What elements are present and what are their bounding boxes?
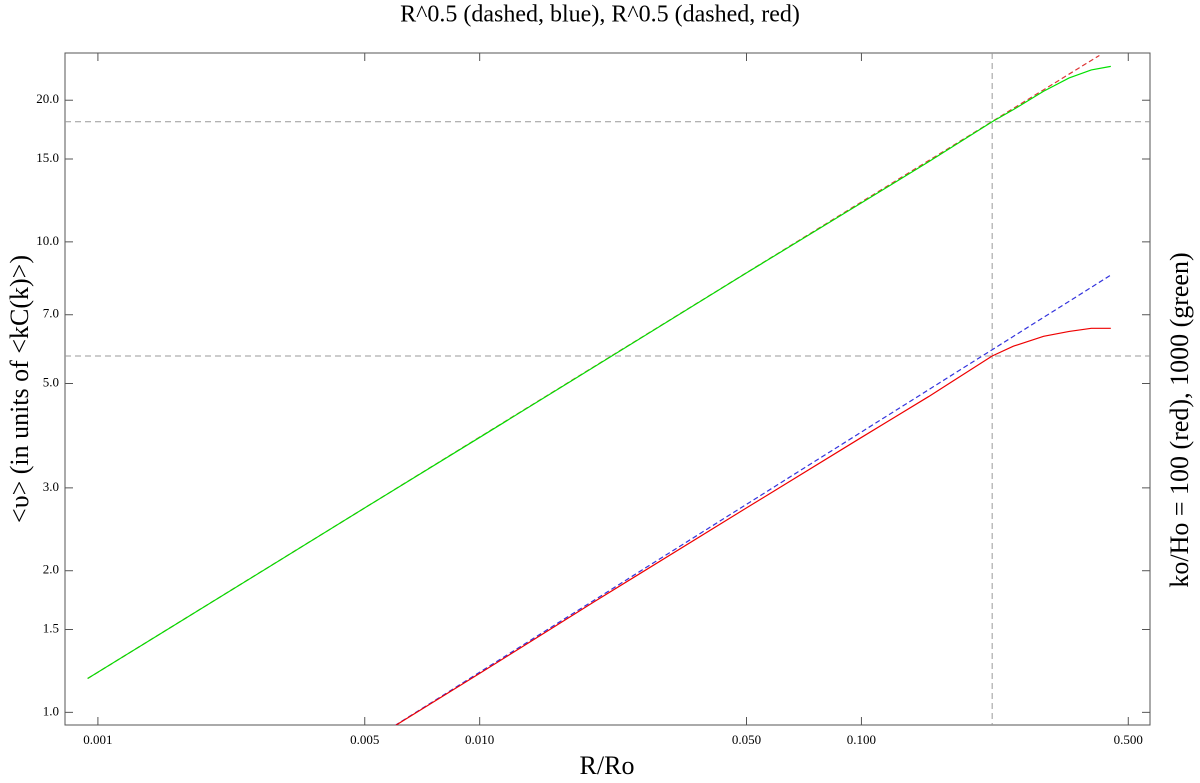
- x-tick-label: 0.050: [732, 732, 761, 747]
- x-axis-label: R/Ro: [580, 751, 635, 780]
- series-line: [87, 65, 1111, 680]
- x-tick-label: 0.001: [83, 732, 112, 747]
- y-tick-label: 15.0: [36, 150, 59, 165]
- y-axis-label: <υ> (in units of <kC(k)>): [5, 255, 34, 523]
- x-tick-label: 0.100: [847, 732, 876, 747]
- y-tick-label: 3.0: [43, 479, 59, 494]
- series-line: [394, 274, 1112, 725]
- x-tick-label: 0.010: [465, 732, 494, 747]
- y-tick-label: 10.0: [36, 233, 59, 248]
- x-tick-label: 0.005: [350, 732, 379, 747]
- plot-frame: [64, 52, 1151, 726]
- y-tick-label: 5.0: [43, 374, 59, 389]
- y-tick-label: 1.5: [43, 620, 59, 635]
- right-axis-label: ko/Ho = 100 (red), 1000 (green): [1165, 252, 1194, 587]
- y-tick-label: 1.0: [43, 703, 59, 718]
- chart-title: R^0.5 (dashed, blue), R^0.5 (dashed, red…: [400, 2, 800, 28]
- series-line: [395, 327, 1111, 725]
- y-tick-label: 2.0: [43, 562, 59, 577]
- y-tick-label: 7.0: [43, 306, 59, 321]
- plot-area: [65, 53, 1150, 725]
- x-tick-label: 0.500: [1114, 732, 1143, 747]
- y-tick-label: 20.0: [36, 91, 59, 106]
